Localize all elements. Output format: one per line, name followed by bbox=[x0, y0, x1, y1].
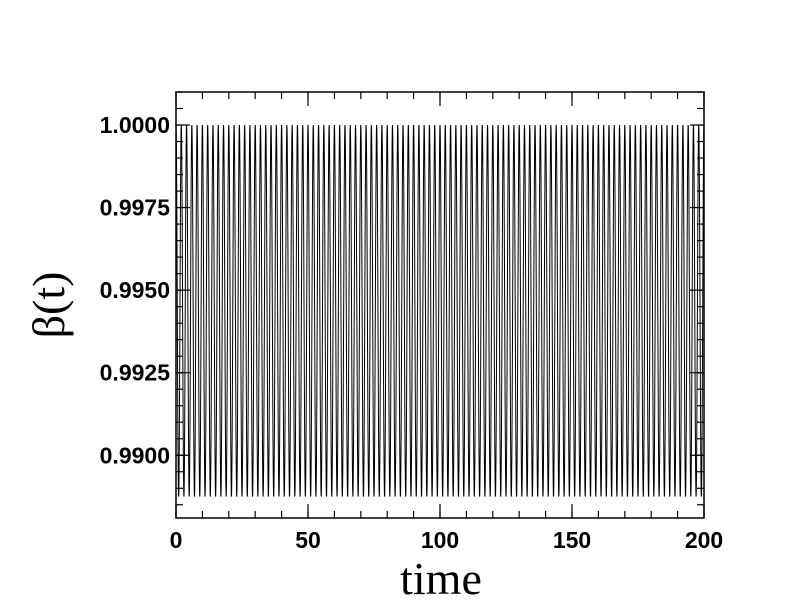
x-tick-label: 200 bbox=[685, 527, 723, 553]
x-tick-label: 0 bbox=[170, 527, 183, 553]
y-tick-label: 1.0000 bbox=[100, 112, 170, 138]
y-tick-label: 0.9900 bbox=[100, 442, 170, 468]
series-line-group bbox=[175, 124, 705, 497]
x-tick-label: 50 bbox=[295, 527, 321, 553]
y-tick-label: 0.9925 bbox=[100, 360, 171, 386]
y-tick-label: 0.9950 bbox=[100, 277, 170, 303]
series-line-0 bbox=[175, 124, 705, 497]
x-axis-title: time bbox=[400, 553, 482, 604]
ticks-group bbox=[175, 91, 705, 518]
y-tick-label: 0.9975 bbox=[100, 195, 171, 221]
x-tick-label: 150 bbox=[553, 527, 591, 553]
tick-labels-group: 0 50 100 150 200 0.9900 0.9925 0.9950 0.9975 1.00… bbox=[100, 112, 724, 553]
x-tick-label: 100 bbox=[421, 527, 459, 553]
y-axis-title: β(t) bbox=[23, 272, 74, 339]
